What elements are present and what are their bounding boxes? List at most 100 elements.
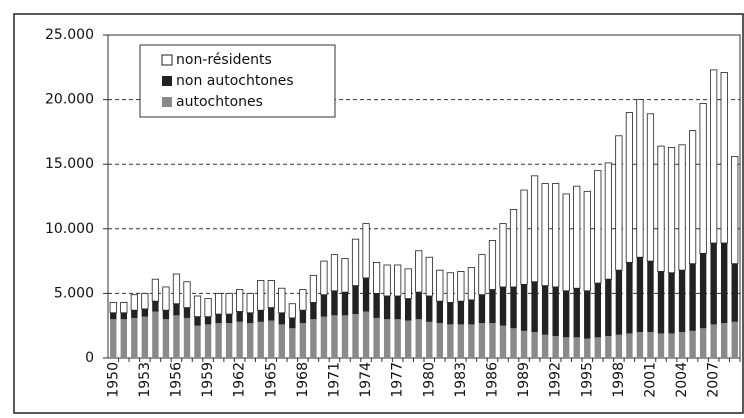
bar-segment xyxy=(426,321,433,358)
bar-segment xyxy=(478,294,486,324)
bar-segment xyxy=(151,278,159,302)
x-tick-label: 1995 xyxy=(579,362,595,398)
bar-segment xyxy=(109,302,117,314)
bar-segment xyxy=(120,312,127,320)
bar-segment xyxy=(352,285,359,315)
bar-segment xyxy=(152,301,159,312)
bar-segment xyxy=(646,113,655,262)
y-tick-label: 10.000 xyxy=(45,221,94,237)
bar-segment xyxy=(584,290,591,339)
bar-segment xyxy=(215,323,222,358)
bar-segment xyxy=(520,330,528,358)
bar-segment xyxy=(489,289,496,324)
bar-segment xyxy=(415,250,423,293)
bar-segment xyxy=(330,254,339,292)
bar-segment xyxy=(573,337,580,358)
bar-segment xyxy=(541,334,549,358)
bar-segment xyxy=(289,317,296,329)
bar-segment xyxy=(489,323,496,358)
bar-segment xyxy=(499,286,507,326)
bar-segment xyxy=(131,317,138,358)
bar-segment xyxy=(667,147,676,274)
bar-segment xyxy=(162,286,170,311)
y-tick-label: 15.000 xyxy=(45,156,94,172)
bar-segment xyxy=(183,317,191,358)
bar-segment xyxy=(247,312,254,324)
bar-segment xyxy=(299,323,307,358)
bar-segment xyxy=(657,271,665,334)
bar-segment xyxy=(141,292,149,310)
bar-segment xyxy=(721,323,728,358)
x-tick-label: 2004 xyxy=(674,362,690,398)
bar-segment xyxy=(615,270,623,335)
bar-segment xyxy=(131,310,138,318)
x-tick-label: 2007 xyxy=(706,362,722,398)
x-tick-label: 1950 xyxy=(105,362,121,398)
bar-segment xyxy=(193,295,202,318)
bar-segment xyxy=(699,253,707,329)
bar-segment xyxy=(541,285,549,335)
bar-segment xyxy=(130,294,138,311)
bar-segment xyxy=(405,298,412,321)
bar-segment xyxy=(236,321,243,358)
bar-segment xyxy=(668,272,675,334)
bar-segment xyxy=(436,301,443,324)
bar-segment xyxy=(394,295,401,320)
x-tick-label: 1977 xyxy=(390,362,406,398)
bar-segment xyxy=(362,277,370,312)
bar-segment xyxy=(372,261,381,294)
bar-segment xyxy=(225,323,233,358)
bar-segment xyxy=(710,69,718,244)
bar-segment xyxy=(573,288,580,338)
bar-segment xyxy=(626,333,633,358)
bar-segment xyxy=(531,332,538,358)
bar-segment xyxy=(289,328,296,358)
bar-segment xyxy=(173,315,180,358)
bar-segment xyxy=(541,183,549,287)
bar-segment xyxy=(731,156,739,265)
bar-segment xyxy=(499,325,507,358)
bar-segment xyxy=(605,336,612,358)
bar-segment xyxy=(373,317,380,358)
bar-segment xyxy=(425,256,433,297)
bar-segment xyxy=(678,144,686,271)
bar-segment xyxy=(352,314,359,358)
bar-segment xyxy=(699,103,707,254)
bar-segment xyxy=(268,307,275,321)
bar-segment xyxy=(594,170,602,284)
y-tick-label: 5.000 xyxy=(54,285,94,301)
bar-segment xyxy=(257,321,264,358)
bar-segment xyxy=(436,269,444,302)
bar-segment xyxy=(320,294,328,317)
bar-segment xyxy=(721,243,728,324)
x-tick-label: 1962 xyxy=(232,362,248,398)
bar-segment xyxy=(183,281,191,309)
bar-segment xyxy=(394,319,401,358)
bar-segment xyxy=(468,324,475,358)
legend-label: non autochtones xyxy=(176,73,294,89)
bar-segment xyxy=(278,312,285,325)
bar-segment xyxy=(383,264,391,297)
bar-segment xyxy=(247,323,254,358)
bar-segment xyxy=(257,280,265,311)
bar-segment xyxy=(657,333,665,358)
x-tick-label: 1974 xyxy=(358,362,374,398)
x-tick-label: 1953 xyxy=(137,362,153,398)
bar-segment xyxy=(141,316,149,358)
x-tick-label: 1959 xyxy=(200,362,216,398)
x-tick-label: 1965 xyxy=(263,362,279,398)
bar-segment xyxy=(626,262,633,334)
x-tick-label: 1998 xyxy=(611,362,627,398)
bar-segment xyxy=(194,325,201,358)
y-tick-label: 0 xyxy=(85,350,94,366)
bar-segment xyxy=(383,319,391,358)
bar-segment xyxy=(162,319,170,358)
bar-segment xyxy=(362,311,370,358)
bar-segment xyxy=(615,334,623,358)
x-tick-label: 1956 xyxy=(168,362,184,398)
bar-segment xyxy=(299,310,307,324)
bar-segment xyxy=(405,320,412,358)
bar-segment xyxy=(341,315,349,358)
bar-segment xyxy=(204,298,212,318)
bar-segment xyxy=(309,274,318,303)
